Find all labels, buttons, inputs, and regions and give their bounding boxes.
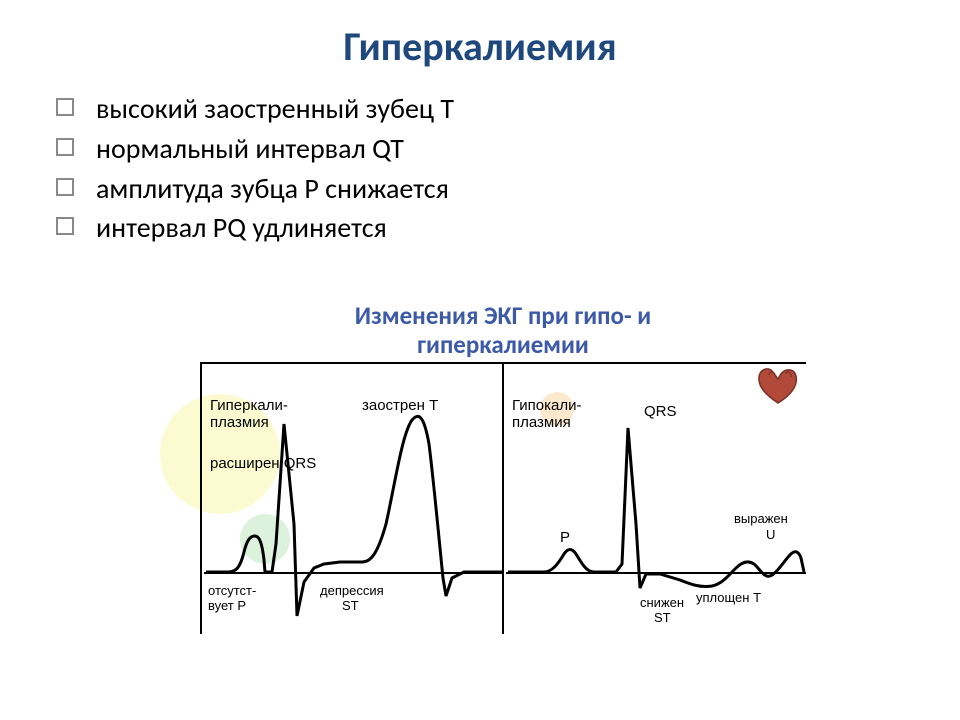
heart-icon	[756, 365, 800, 405]
label-flat-t: уплощен Т	[696, 591, 761, 605]
label-st-depr-1: депрессия	[320, 584, 384, 598]
slide-title: Гиперкалиемия	[50, 22, 910, 71]
ecg-figure: Изменения ЭКГ при гипо- и гиперкалиемии …	[200, 302, 806, 632]
label-p: P	[560, 530, 570, 546]
bullet-text: высокий заостренный зубец Т	[96, 91, 454, 126]
figure-title-line1: Изменения ЭКГ при гипо- и	[355, 300, 651, 331]
list-item: нормальный интервал QT	[56, 129, 910, 169]
figure-title: Изменения ЭКГ при гипо- и гиперкалиемии	[200, 302, 806, 360]
bullet-text: нормальный интервал QT	[96, 131, 404, 166]
list-item: амплитуда зубца Р снижается	[56, 169, 910, 209]
list-item: интервал PQ удлиняется	[56, 208, 910, 248]
label-hyper-header2: плазмия	[210, 415, 269, 431]
hyperkalemia-panel: Гиперкали- плазмия расширен QRS заострен…	[200, 364, 502, 634]
bullet-marker-icon	[56, 138, 74, 156]
bullet-marker-icon	[56, 98, 74, 116]
bullet-marker-icon	[56, 217, 74, 235]
label-st-depr-2: ST	[342, 599, 359, 613]
list-item: высокий заостренный зубец Т	[56, 89, 910, 129]
bullet-list: высокий заостренный зубец Т нормальный и…	[50, 89, 910, 248]
label-hypo-header2: плазмия	[512, 415, 571, 431]
label-hypo-header1: Гипокали-	[512, 398, 582, 414]
label-peaked-t: заострен Т	[362, 398, 438, 414]
label-absent-p-2: вует Р	[208, 599, 246, 613]
label-u-2: U	[766, 528, 775, 542]
label-qrs: QRS	[644, 404, 677, 420]
bullet-text: амплитуда зубца Р снижается	[96, 171, 449, 206]
label-hyper-header1: Гиперкали-	[210, 398, 288, 414]
label-st-low-1: снижен	[640, 596, 684, 610]
label-u-1: выражен	[734, 512, 788, 526]
bullet-marker-icon	[56, 178, 74, 196]
figure-title-line2: гиперкалиемии	[417, 329, 589, 360]
label-wide-qrs: расширен QRS	[210, 456, 316, 472]
label-st-low-2: ST	[654, 611, 671, 625]
bullet-text: интервал PQ удлиняется	[96, 210, 387, 245]
label-absent-p-1: отсутст-	[208, 584, 256, 598]
ecg-panels: Гиперкали- плазмия расширен QRS заострен…	[200, 362, 806, 632]
